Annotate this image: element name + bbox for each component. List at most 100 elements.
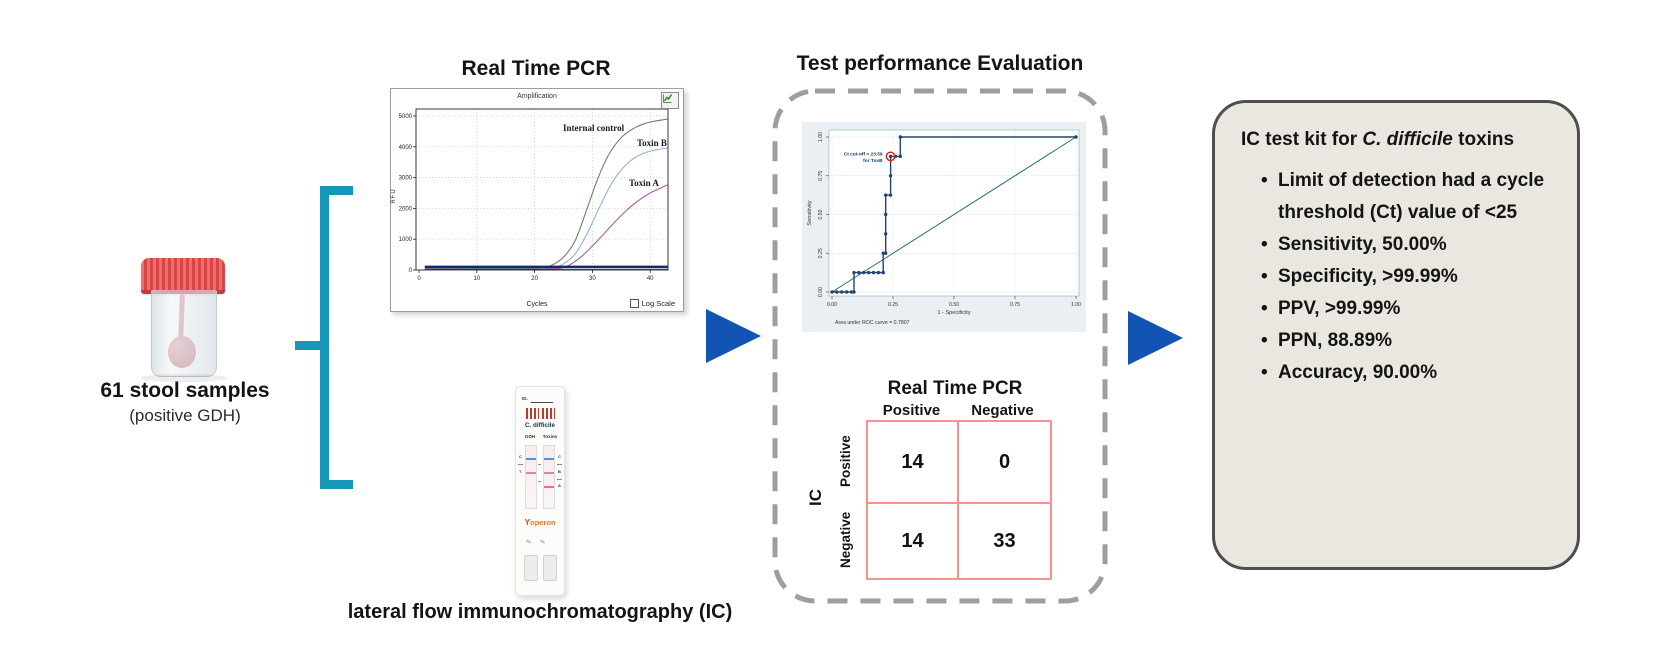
log-scale-control[interactable]: Log Scale — [629, 299, 675, 308]
roc-point — [1074, 135, 1078, 139]
marker-b-right: B — [558, 469, 561, 474]
roc-point — [881, 270, 885, 275]
roc-x-tick: 0.25 — [888, 302, 898, 308]
roc-point — [898, 135, 903, 139]
marker-c-right: C — [558, 454, 561, 459]
strip-divider-dash — [538, 481, 541, 482]
matrix-col-negative: Negative — [971, 402, 1034, 419]
pcr-curve-internal-control — [424, 118, 668, 270]
cassette-col-gdh: GDH — [524, 434, 536, 439]
roc-point — [857, 270, 861, 275]
roc-cutoff-annotation: for ToxB — [863, 158, 883, 164]
test-strip-toxins — [543, 445, 555, 509]
marker-c-left: C — [519, 454, 522, 459]
roc-x-tick: 0.75 — [1010, 302, 1020, 308]
roc-point — [852, 270, 856, 275]
results-title-italic: C. difficile — [1362, 129, 1453, 150]
bullet-specificity: Specificity, >99.99% — [1261, 261, 1559, 293]
roc-y-tick: 0.75 — [818, 171, 824, 181]
matrix-cell-tn: 33 — [993, 529, 1016, 552]
roc-point — [849, 290, 854, 294]
roc-x-axis-label: 1 - Specificity — [937, 310, 970, 316]
evaluation-dashed-box — [772, 88, 1108, 604]
roc-y-tick: 0.25 — [818, 248, 824, 258]
toxin-b-line — [544, 472, 554, 475]
marker-dash — [518, 464, 523, 465]
curve-label-internal-control: Internal control — [563, 123, 625, 133]
sample-well — [543, 555, 557, 581]
roc-cutoff-annotation: Ct cut-off = 23.59 — [844, 151, 883, 157]
operon-logo: Yoperon — [524, 517, 556, 527]
marker-dash — [557, 464, 562, 465]
flow-arrow-1 — [706, 309, 761, 363]
bracket-bottom-arm — [320, 480, 353, 489]
flow-arrow-2 — [1128, 311, 1183, 365]
pcr-plot-border — [415, 108, 669, 271]
matrix-cell-tp: 14 — [868, 422, 959, 504]
roc-point — [888, 154, 893, 159]
roc-point — [876, 270, 881, 275]
sample-gdh-label: (positive GDH) — [129, 406, 241, 425]
control-line — [526, 458, 536, 461]
roc-point — [852, 290, 856, 294]
pcr-chart-title: Amplification — [517, 93, 557, 100]
roc-point — [862, 270, 866, 275]
roc-point — [835, 290, 839, 294]
chart-toolbar-icon[interactable] — [661, 92, 679, 109]
pcr-x-tick: 20 — [531, 276, 538, 282]
matrix-row-group-label: IC — [806, 489, 825, 507]
cassette-col-toxins: Toxins — [542, 434, 558, 439]
toxin-a-line — [544, 486, 554, 489]
pcr-curve-toxin-a — [424, 184, 668, 271]
curve-label-toxin-b: Toxin B — [637, 138, 667, 148]
roc-point — [844, 290, 849, 294]
ic-caption: lateral flow immunochromatography (IC) — [347, 601, 733, 623]
pencil-icon: ✎ — [525, 538, 533, 547]
pcr-y-tick: 5000 — [399, 114, 413, 120]
matrix-cell-fp: 0 — [959, 422, 1050, 504]
roc-cutoff-ring — [885, 151, 896, 162]
roc-y-tick: 0.00 — [818, 287, 824, 297]
log-scale-checkbox[interactable] — [629, 299, 639, 308]
bullet-ppn: PPN, 88.89% — [1261, 325, 1559, 357]
pcr-y-tick: 1000 — [399, 237, 413, 243]
bullet-sensitivity: Sensitivity, 50.00% — [1261, 229, 1559, 261]
roc-x-tick: 1.00 — [1071, 302, 1081, 308]
pcr-x-axis-label: Cycles — [526, 301, 548, 308]
bullet-accuracy: Accuracy, 90.00% — [1261, 357, 1559, 389]
roc-point — [883, 212, 888, 217]
roc-point — [830, 290, 834, 294]
bullet-ppv: PPV, >99.99% — [1261, 293, 1559, 325]
confusion-matrix: 14 0 14 33 — [866, 420, 1052, 580]
matrix-col-group-label: Real Time PCR — [887, 378, 1023, 399]
operon-logo-icon: Y — [524, 517, 531, 527]
curve-label-toxin-a: Toxin A — [629, 178, 659, 188]
roc-point — [883, 251, 888, 255]
sample-well — [524, 555, 538, 581]
green-trend-icon — [663, 94, 673, 103]
roc-point — [883, 193, 888, 197]
cassette-id-label: ID. — [522, 396, 528, 401]
cassette-title: C. difficile — [524, 422, 556, 429]
test-strip-gdh — [525, 445, 537, 509]
log-scale-label: Log Scale — [641, 299, 675, 308]
matrix-cell-fn: 14 — [868, 504, 959, 578]
roc-point — [840, 290, 844, 294]
roc-point — [866, 270, 871, 275]
matrix-row-positive: Positive — [838, 435, 853, 487]
pcr-x-tick: 40 — [647, 276, 654, 282]
results-panel: IC test kit for C. difficile toxins Limi… — [1212, 100, 1580, 570]
results-title: IC test kit for C. difficile toxins — [1241, 129, 1515, 150]
matrix-row-negative: Negative — [838, 511, 853, 569]
matrix-col-positive: Positive — [882, 402, 941, 419]
pcr-x-tick: 10 — [473, 276, 480, 282]
control-line — [544, 458, 554, 461]
pcr-y-tick: 4000 — [399, 145, 413, 151]
cassette-id-line — [531, 402, 553, 403]
results-bullet-list: Limit of detection had a cycle threshold… — [1241, 165, 1559, 389]
sample-count-label: 61 stool samples — [100, 379, 270, 402]
sample-cup-body — [151, 290, 217, 377]
pcr-plot-svg: 0 1000 2000 3000 4000 5000 0 10 20 30 40 — [399, 108, 669, 282]
sample-cup-shadow — [140, 374, 228, 382]
